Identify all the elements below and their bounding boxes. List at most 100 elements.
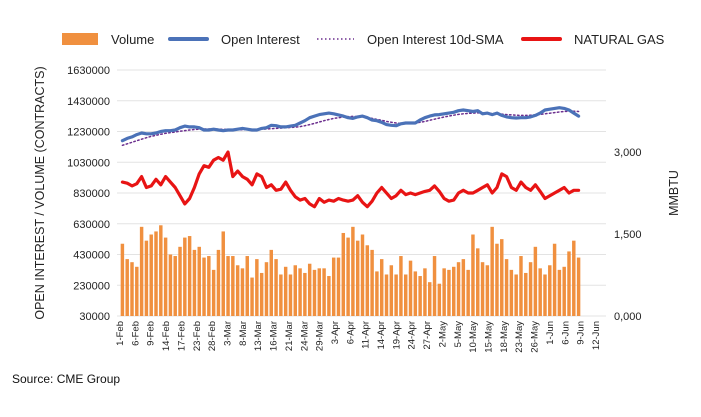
volume-bars <box>120 225 581 316</box>
volume-bar <box>552 243 557 316</box>
volume-bar <box>231 256 235 316</box>
volume-bar <box>548 265 552 316</box>
volume-bar <box>154 231 158 316</box>
left-tick-label: 30000 <box>79 311 110 323</box>
volume-bar <box>168 254 173 316</box>
volume-bar <box>509 269 514 316</box>
volume-bar <box>533 246 538 316</box>
volume-bar <box>538 268 542 316</box>
x-tick-label: 29-Mar <box>315 321 326 351</box>
volume-bar <box>476 248 480 316</box>
x-tick-label: 6-Jun <box>560 321 571 345</box>
volume-bar <box>144 240 149 316</box>
volume-bar <box>524 272 528 316</box>
volume-bar <box>269 249 273 316</box>
volume-bar <box>466 269 470 316</box>
volume-bar <box>327 276 331 316</box>
volume-bar <box>341 232 346 316</box>
left-tick-label: 1230000 <box>67 127 110 139</box>
volume-bar <box>226 256 230 316</box>
volume-bar <box>336 257 341 316</box>
volume-bar <box>442 268 446 316</box>
volume-bar <box>120 243 125 316</box>
x-tick-label: 17-Feb <box>176 321 187 351</box>
volume-bar <box>274 259 278 316</box>
x-tick-label: 24-Apr <box>407 321 418 350</box>
x-tick-label: 23-May <box>514 321 525 353</box>
x-tick-label: 6-Apr <box>345 321 356 344</box>
volume-bar <box>211 269 216 316</box>
volume-bar <box>389 265 394 316</box>
volume-bar <box>485 265 490 316</box>
volume-bar <box>365 245 370 316</box>
legend-label-volume: Volume <box>111 32 154 47</box>
volume-bar <box>413 271 418 316</box>
volume-bar <box>447 269 451 316</box>
volume-bar <box>490 226 494 316</box>
x-tick-label: 21-Mar <box>284 321 295 351</box>
volume-bar <box>125 259 129 316</box>
left-tick-label: 1430000 <box>67 96 110 108</box>
volume-bar <box>360 234 365 316</box>
volume-bar <box>240 268 245 316</box>
volume-bar <box>500 239 504 316</box>
x-tick-label: 5-May <box>453 321 464 348</box>
volume-bar <box>418 276 422 316</box>
source-note: Source: CME Group <box>12 372 121 386</box>
legend-label-open-interest-sma: Open Interest 10d-SMA <box>367 32 504 47</box>
volume-bar <box>399 256 403 316</box>
volume-bar <box>192 249 197 316</box>
volume-bar <box>428 282 432 316</box>
volume-bar <box>163 237 168 316</box>
volume-bar <box>355 240 360 316</box>
volume-bar <box>250 277 254 316</box>
volume-bar <box>255 259 259 316</box>
left-tick-label: 1030000 <box>67 157 110 169</box>
volume-bar <box>202 257 206 316</box>
left-tick-label: 830000 <box>73 188 110 200</box>
volume-bar <box>173 256 177 316</box>
left-tick-label: 230000 <box>73 280 110 292</box>
x-tick-label: 19-Apr <box>391 321 402 350</box>
volume-bar <box>130 262 134 316</box>
volume-bar <box>317 268 322 316</box>
x-tick-label: 11-Apr <box>361 321 372 349</box>
x-tick-label: 28-Feb <box>207 321 218 351</box>
volume-bar <box>408 260 413 316</box>
legend-label-open-interest: Open Interest <box>221 32 300 47</box>
volume-bar <box>235 265 240 316</box>
x-tick-label: 27-Apr <box>422 321 433 350</box>
volume-bar <box>528 262 533 316</box>
x-tick-label: 10-May <box>468 321 479 353</box>
volume-bar <box>178 246 182 316</box>
volume-bar <box>557 269 562 316</box>
right-tick-label: 0,000 <box>614 311 642 323</box>
volume-bar <box>135 266 139 316</box>
right-tick-label: 1,500 <box>614 229 642 241</box>
volume-bar <box>331 257 336 316</box>
volume-bar <box>283 266 288 316</box>
volume-bar <box>207 256 211 316</box>
x-axis-ticks: 1-Feb 6-Feb 9-Feb 14-Feb 17-Feb 23-Feb 28-Feb 3… <box>115 321 602 353</box>
volume-bar <box>259 272 264 316</box>
volume-bar <box>432 256 437 316</box>
volume-bar <box>216 249 221 316</box>
volume-bar <box>456 262 461 316</box>
volume-bar <box>298 268 302 316</box>
volume-bar <box>495 243 499 316</box>
volume-bar <box>562 266 566 316</box>
x-tick-label: 15-May <box>484 321 495 353</box>
x-tick-label: 18-May <box>499 321 510 353</box>
right-axis-title: MMBTU <box>667 170 681 216</box>
volume-bar <box>279 274 283 316</box>
volume-bar <box>504 259 509 316</box>
x-tick-label: 23-Feb <box>192 321 203 351</box>
right-axis-ticks: 3,000 1,500 0,000 <box>614 147 642 323</box>
series-lines <box>120 106 581 209</box>
x-tick-label: 13-Mar <box>253 321 264 351</box>
x-tick-label: 3-Apr <box>330 321 341 344</box>
left-axis-ticks: 1630000 1430000 1230000 1030000 830000 630000… <box>67 65 110 323</box>
volume-bar <box>394 274 398 316</box>
x-tick-label: 26-May <box>530 321 541 353</box>
x-tick-label: 24-Mar <box>299 321 310 351</box>
